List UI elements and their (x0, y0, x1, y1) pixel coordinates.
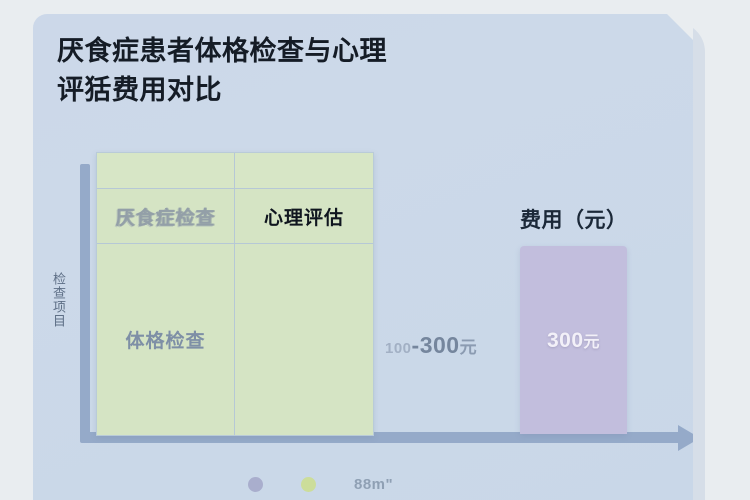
table-spacer-cell-right (235, 153, 373, 189)
cost-bar: 300元 (520, 246, 627, 434)
y-axis-label: 检查项目 (51, 272, 66, 328)
x-axis-line-with-arrow (80, 425, 693, 451)
price-high-value: 300 (419, 332, 460, 358)
y-axis-line (80, 164, 90, 440)
bar-value-unit: 元 (583, 333, 601, 351)
comparison-table: 厌食症检查 心理评估 体格检查 (96, 152, 374, 436)
card-corner-bevel (667, 14, 693, 40)
bar-value-label: 300元 (547, 328, 600, 353)
table-cell-left: 体格检查 (97, 244, 235, 435)
price-dash: - (411, 332, 420, 358)
legend-dot-green-icon (301, 477, 316, 492)
bar-caption: 费用（元） (520, 209, 628, 232)
price-range-annotation: 100-300元 (385, 332, 477, 359)
table-header-left: 厌食症检查 (97, 189, 235, 244)
table-header-right-label: 心理评估 (263, 207, 344, 229)
legend-text: 88m" (354, 476, 394, 493)
table-cell-left-label: 体格检查 (125, 331, 206, 352)
price-low-value: 100 (385, 340, 412, 357)
chart-legend: 88m" (248, 476, 393, 493)
bar-value-number: 300 (546, 328, 584, 352)
table-header-left-label: 厌食症检查 (115, 207, 216, 229)
slide-card: 厌食症患者体格检查与心理 评狧费用对比 检查项目 厌食症检查 心理评估 体格检查 (33, 14, 693, 500)
table-spacer-cell-left (97, 153, 235, 189)
table-header-right: 心理评估 (235, 189, 373, 244)
price-unit: 元 (459, 338, 478, 357)
page-title: 厌食症患者体格检查与心理 评狧费用对比 (57, 36, 387, 106)
table-cell-right (235, 244, 373, 435)
legend-dot-purple-icon (248, 477, 263, 492)
chart-plot-area: 检查项目 厌食症检查 心理评估 体格检查 1 (33, 14, 693, 500)
